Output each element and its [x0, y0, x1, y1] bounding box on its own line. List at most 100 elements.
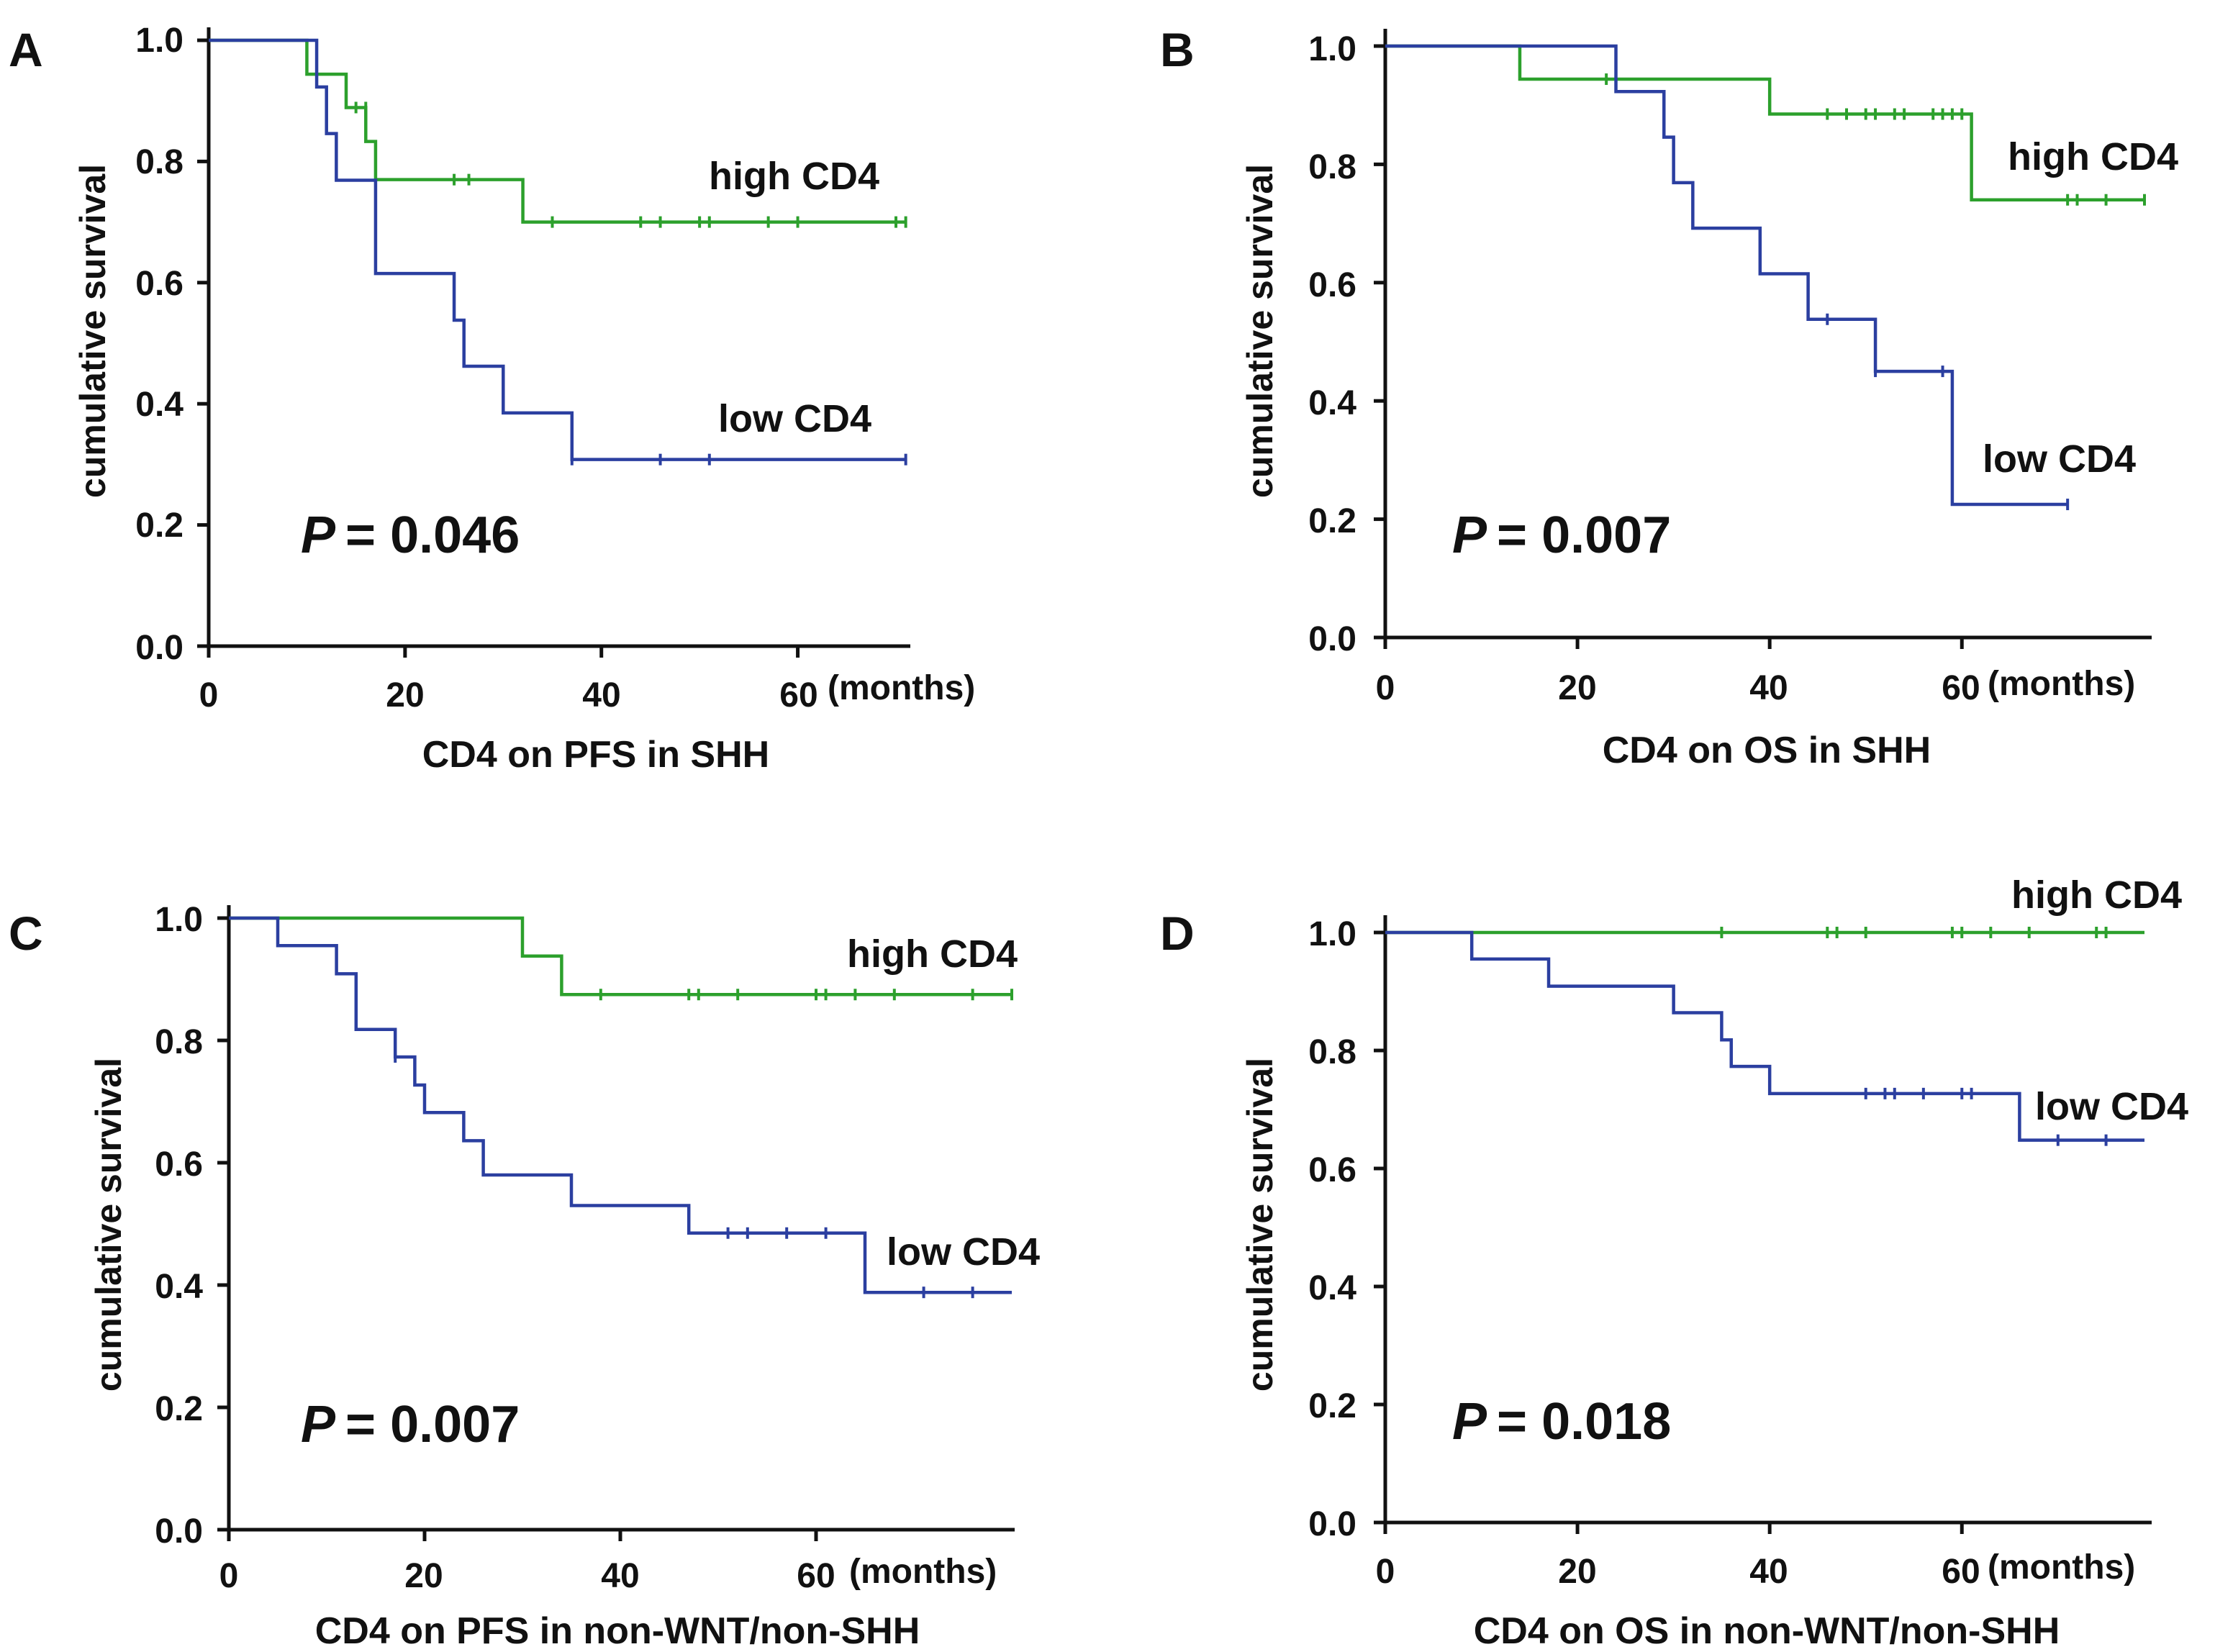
x-tick-label: 60 — [779, 676, 817, 714]
y-tick-label: 0.8 — [155, 1023, 203, 1061]
x-tick-label: 40 — [1749, 1553, 1788, 1591]
y-axis: 0.0 0.2 0.4 0.6 0.8 1.0 — [135, 22, 184, 667]
y-tick-label: 0.6 — [135, 265, 184, 303]
x-tick-label: 60 — [797, 1557, 835, 1595]
y-axis-title: cumulative survival — [73, 164, 113, 498]
p-number: = 0.007 — [1497, 507, 1671, 564]
plot-area — [217, 905, 1015, 1541]
x-tick-label: 40 — [582, 676, 620, 714]
high-cd4-label: high CD4 — [709, 155, 879, 198]
x-tick-label: 0 — [1376, 669, 1395, 707]
x-tick-label: 20 — [404, 1557, 443, 1595]
y-tick-label: 0.6 — [1308, 266, 1356, 304]
y-tick-label: 0.8 — [1308, 1033, 1356, 1071]
y-tick-label: 0.8 — [1308, 148, 1356, 186]
high-cd4-survival-curve — [1385, 44, 2144, 201]
chart-title: CD4 on PFS in SHH — [422, 734, 769, 776]
y-tick-label: 1.0 — [1308, 915, 1356, 953]
x-tick-label: 0 — [1376, 1553, 1395, 1591]
y-axis-title: cumulative survival — [1240, 164, 1280, 498]
x-axis: 0 20 40 60 (months) — [219, 1553, 997, 1595]
p-symbol: P — [1452, 1393, 1487, 1451]
p-number: = 0.046 — [345, 507, 520, 564]
y-tick-label: 0.0 — [1308, 620, 1356, 658]
panel-b: B cumulative survival 0.0 0.2 0.4 0.6 0.… — [1160, 23, 2178, 771]
y-tick-label: 0.0 — [1308, 1505, 1356, 1543]
x-tick-label: 0 — [199, 676, 219, 714]
panel-d: D cumulative survival 0.0 0.2 0.4 0.6 0.… — [1160, 873, 2188, 1652]
low-cd4-label: low CD4 — [1983, 437, 2136, 481]
low-cd4-label: low CD4 — [2035, 1085, 2188, 1128]
y-tick-label: 0.4 — [1308, 1269, 1356, 1307]
y-tick-label: 0.6 — [155, 1145, 203, 1184]
x-tick-label: 20 — [1558, 1553, 1596, 1591]
low-cd4-label: low CD4 — [718, 397, 871, 440]
x-axis: 0 20 40 60 (months) — [1376, 1548, 2136, 1591]
high-cd4-label: high CD4 — [2011, 873, 2182, 917]
x-axis-unit: (months) — [849, 1553, 997, 1591]
x-tick-label: 40 — [1749, 669, 1788, 707]
panel-label: A — [9, 23, 43, 76]
y-tick-label: 0.2 — [155, 1390, 203, 1428]
p-symbol: P — [301, 1396, 336, 1453]
x-axis-unit: (months) — [828, 669, 975, 707]
x-tick-label: 60 — [1942, 1553, 1980, 1591]
y-tick-label: 0.2 — [1308, 502, 1356, 540]
y-tick-label: 0.6 — [1308, 1151, 1356, 1189]
x-axis: 0 20 40 60 (months) — [199, 669, 976, 714]
p-value: P = 0.007 — [301, 1396, 520, 1453]
low-cd4-label: low CD4 — [887, 1230, 1040, 1274]
p-value: P = 0.046 — [301, 507, 520, 564]
panel-a: A cumulative survival 0.0 0.2 0.4 0.6 0.… — [9, 22, 975, 776]
y-axis: 0.0 0.2 0.4 0.6 0.8 1.0 — [155, 901, 203, 1551]
y-tick-label: 0.4 — [135, 386, 184, 424]
y-axis: 0.0 0.2 0.4 0.6 0.8 1.0 — [1308, 30, 1356, 658]
panel-c: C cumulative survival 0.0 0.2 0.4 0.6 0.… — [9, 901, 1040, 1652]
low-cd4-survival-curve — [229, 916, 1012, 1294]
x-tick-label: 0 — [219, 1557, 239, 1595]
p-symbol: P — [301, 507, 336, 564]
p-value: P = 0.018 — [1452, 1393, 1671, 1451]
plot-area — [197, 27, 910, 658]
x-axis: 0 20 40 60 (months) — [1376, 665, 2136, 707]
chart-title: CD4 on PFS in non-WNT/non-SHH — [315, 1610, 920, 1652]
plot-area — [1374, 29, 2152, 649]
x-tick-label: 60 — [1942, 669, 1980, 707]
high-cd4-label: high CD4 — [847, 932, 1018, 976]
chart-title: CD4 on OS in non-WNT/non-SHH — [1474, 1610, 2060, 1652]
x-axis-unit: (months) — [1988, 1548, 2135, 1587]
y-axis: 0.0 0.2 0.4 0.6 0.8 1.0 — [1308, 915, 1356, 1543]
x-tick-label: 20 — [386, 676, 424, 714]
y-tick-label: 1.0 — [155, 901, 203, 939]
y-tick-label: 0.4 — [1308, 384, 1356, 422]
low-cd4-survival-curve — [1385, 44, 2068, 507]
chart-title: CD4 on OS in SHH — [1603, 730, 1931, 771]
y-axis-title: cumulative survival — [1240, 1058, 1280, 1392]
panel-label: D — [1160, 907, 1195, 960]
x-tick-label: 40 — [601, 1557, 639, 1595]
x-tick-label: 20 — [1558, 669, 1596, 707]
p-number: = 0.007 — [345, 1396, 520, 1453]
plot-area — [1374, 915, 2152, 1534]
y-tick-label: 0.0 — [155, 1512, 203, 1551]
y-tick-label: 0.4 — [155, 1268, 203, 1306]
panel-label: C — [9, 907, 43, 960]
high-cd4-survival-curve — [229, 916, 1012, 997]
y-tick-label: 0.2 — [1308, 1387, 1356, 1425]
x-axis-unit: (months) — [1988, 665, 2135, 703]
y-tick-label: 1.0 — [135, 22, 184, 60]
y-tick-label: 0.8 — [135, 143, 184, 181]
y-tick-label: 0.0 — [135, 629, 184, 667]
p-number: = 0.018 — [1497, 1393, 1671, 1451]
low-cd4-survival-curve — [209, 38, 906, 461]
low-cd4-survival-curve — [1385, 930, 2144, 1142]
p-symbol: P — [1452, 507, 1487, 564]
y-tick-label: 1.0 — [1308, 30, 1356, 68]
panel-label: B — [1160, 23, 1195, 76]
y-axis-title: cumulative survival — [89, 1058, 129, 1392]
high-cd4-label: high CD4 — [2008, 135, 2178, 178]
high-cd4-survival-curve — [209, 38, 906, 224]
y-tick-label: 0.2 — [135, 507, 184, 545]
p-value: P = 0.007 — [1452, 507, 1671, 564]
